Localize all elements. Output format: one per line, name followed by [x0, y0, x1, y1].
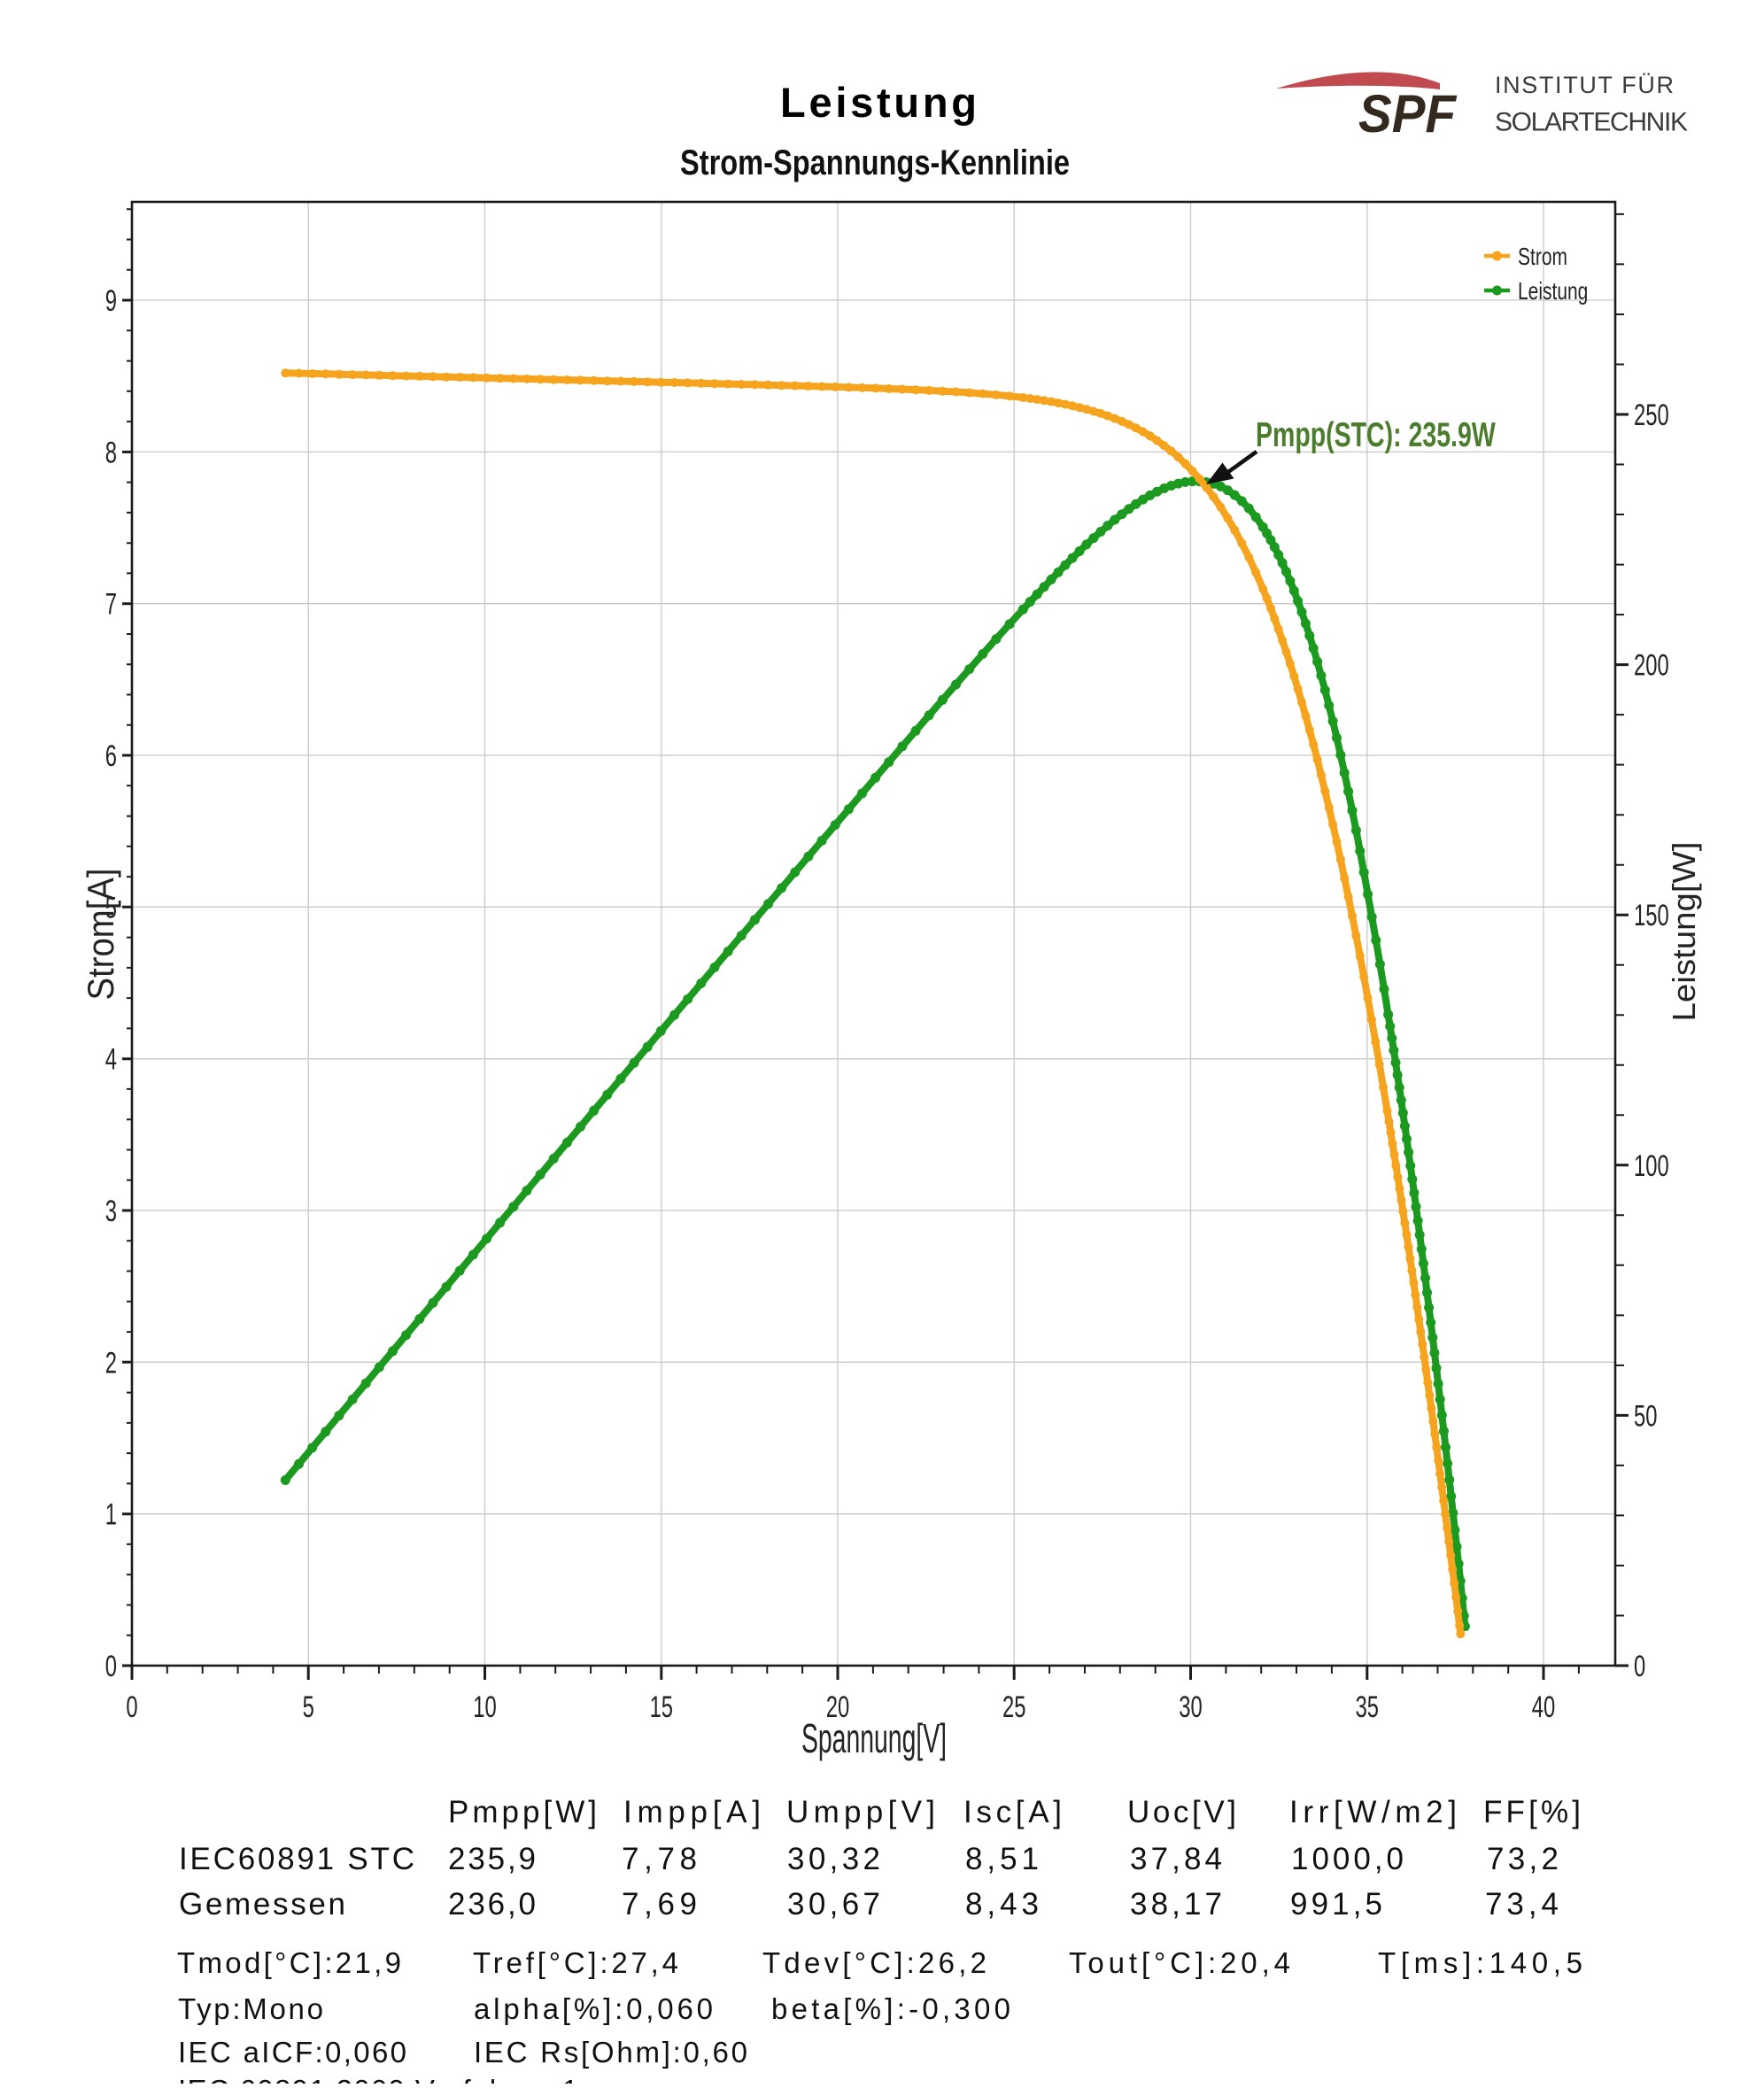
- svg-text:SPF: SPF: [1358, 84, 1457, 143]
- svg-text:8,43: 8,43: [965, 1887, 1039, 1922]
- svg-text:Impp[A]: Impp[A]: [623, 1795, 761, 1829]
- svg-text:1: 1: [105, 1498, 117, 1532]
- svg-text:8: 8: [105, 436, 117, 469]
- svg-text:100: 100: [1634, 1149, 1669, 1183]
- svg-text:9: 9: [105, 284, 117, 318]
- svg-text:73,2: 73,2: [1487, 1842, 1559, 1876]
- svg-text:Leistung: Leistung: [1518, 278, 1588, 305]
- svg-text:Typ:Mono: Typ:Mono: [178, 1992, 323, 2025]
- svg-text:beta[%]:-0,300: beta[%]:-0,300: [771, 1992, 1010, 2025]
- svg-text:Spannung[V]: Spannung[V]: [801, 1716, 947, 1762]
- svg-text:38,17: 38,17: [1130, 1887, 1222, 1922]
- svg-text:15: 15: [650, 1690, 673, 1724]
- svg-text:FF[%]: FF[%]: [1483, 1795, 1581, 1829]
- svg-text:IEC 60891:2009 Verfahren 1: IEC 60891:2009 Verfahren 1: [178, 2074, 578, 2084]
- svg-text:0: 0: [105, 1650, 117, 1683]
- svg-text:7,69: 7,69: [622, 1887, 697, 1922]
- svg-text:7: 7: [105, 588, 117, 622]
- svg-text:Leistung: Leistung: [780, 79, 977, 126]
- svg-text:35: 35: [1356, 1690, 1379, 1724]
- svg-text:0: 0: [126, 1690, 137, 1724]
- svg-text:150: 150: [1634, 899, 1669, 932]
- svg-text:236,0: 236,0: [448, 1887, 536, 1922]
- svg-text:IEC aICF:0,060: IEC aICF:0,060: [178, 2036, 406, 2069]
- svg-text:SOLARTECHNIK: SOLARTECHNIK: [1495, 108, 1688, 137]
- svg-text:INSTITUT FÜR: INSTITUT FÜR: [1495, 72, 1674, 98]
- svg-text:250: 250: [1634, 398, 1669, 432]
- svg-text:3: 3: [105, 1195, 117, 1228]
- svg-text:Gemessen: Gemessen: [179, 1887, 345, 1922]
- svg-text:30: 30: [1179, 1690, 1202, 1724]
- svg-text:6: 6: [105, 739, 117, 773]
- svg-text:Strom: Strom: [1518, 244, 1567, 271]
- svg-text:40: 40: [1532, 1690, 1555, 1724]
- svg-text:Strom[A]: Strom[A]: [80, 869, 121, 1001]
- svg-text:30,67: 30,67: [787, 1887, 880, 1922]
- svg-text:Pmpp[W]: Pmpp[W]: [448, 1795, 597, 1829]
- svg-text:IEC Rs[Ohm]:0,60: IEC Rs[Ohm]:0,60: [474, 2036, 747, 2069]
- svg-text:5: 5: [303, 1690, 314, 1724]
- svg-text:25: 25: [1002, 1690, 1025, 1724]
- svg-text:200: 200: [1634, 648, 1669, 682]
- svg-text:4: 4: [105, 1043, 117, 1077]
- svg-text:Tout[°C]:20,4: Tout[°C]:20,4: [1069, 1946, 1290, 1979]
- svg-text:235,9: 235,9: [448, 1842, 536, 1876]
- svg-text:30,32: 30,32: [787, 1842, 880, 1876]
- svg-text:Uoc[V]: Uoc[V]: [1127, 1795, 1236, 1829]
- svg-text:8,51: 8,51: [965, 1842, 1039, 1876]
- svg-text:alpha[%]:0,060: alpha[%]:0,060: [474, 1992, 713, 2025]
- svg-text:Leistung[W]: Leistung[W]: [1666, 842, 1702, 1022]
- svg-text:Umpp[V]: Umpp[V]: [786, 1795, 935, 1829]
- svg-text:73,4: 73,4: [1485, 1887, 1559, 1922]
- svg-text:50: 50: [1634, 1399, 1657, 1433]
- svg-text:7,78: 7,78: [622, 1842, 697, 1876]
- svg-text:Pmpp(STC): 235.9W: Pmpp(STC): 235.9W: [1256, 416, 1496, 454]
- svg-text:37,84: 37,84: [1130, 1842, 1222, 1876]
- svg-text:20: 20: [826, 1690, 849, 1724]
- svg-text:10: 10: [473, 1690, 496, 1724]
- svg-text:Tmod[°C]:21,9: Tmod[°C]:21,9: [177, 1946, 401, 1979]
- svg-text:2: 2: [105, 1346, 117, 1380]
- svg-text:Tref[°C]:27,4: Tref[°C]:27,4: [473, 1946, 678, 1979]
- svg-text:0: 0: [1634, 1650, 1645, 1683]
- svg-text:991,5: 991,5: [1290, 1887, 1382, 1922]
- svg-text:Tdev[°C]:26,2: Tdev[°C]:26,2: [762, 1946, 986, 1979]
- svg-text:1000,0: 1000,0: [1291, 1842, 1404, 1876]
- svg-text:IEC60891 STC: IEC60891 STC: [179, 1842, 414, 1876]
- svg-text:Strom-Spannungs-Kennlinie: Strom-Spannungs-Kennlinie: [680, 143, 1070, 182]
- svg-text:5: 5: [105, 891, 117, 924]
